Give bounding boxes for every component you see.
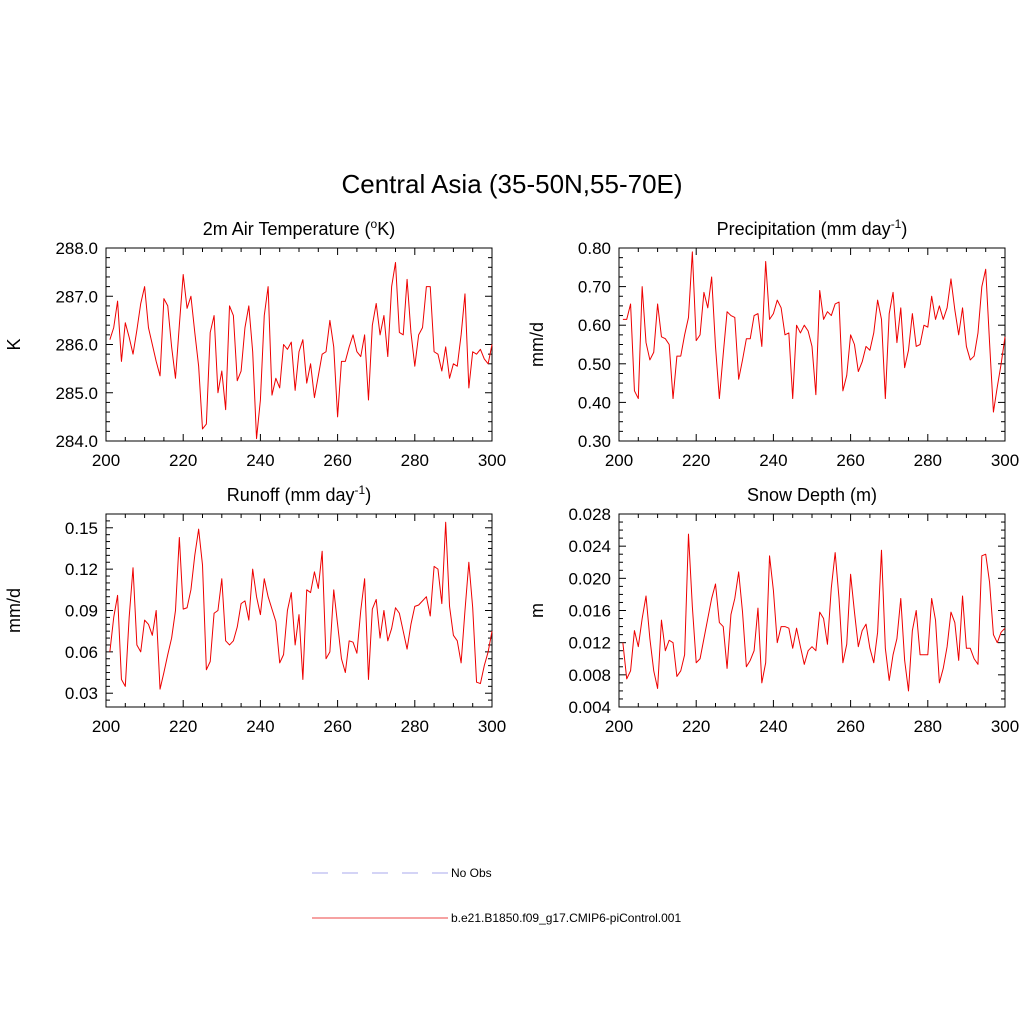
y-tick-label: 0.06	[65, 643, 98, 662]
x-tick-label: 200	[92, 717, 120, 736]
y-axis-label: m	[527, 603, 547, 618]
x-tick-label: 240	[246, 451, 274, 470]
y-tick-label: 0.012	[568, 634, 611, 653]
x-tick-label: 200	[92, 451, 120, 470]
x-tick-label: 220	[682, 717, 710, 736]
y-axis-label: mm/d	[527, 322, 547, 367]
y-tick-label: 0.028	[568, 505, 611, 524]
y-tick-label: 0.024	[568, 537, 611, 556]
x-tick-label: 280	[401, 451, 429, 470]
y-tick-label: 284.0	[55, 432, 98, 451]
y-axis-label: K	[4, 338, 24, 350]
figure-title: Central Asia (35-50N,55-70E)	[341, 169, 682, 199]
y-tick-label: 0.008	[568, 666, 611, 685]
x-tick-label: 240	[246, 717, 274, 736]
x-tick-label: 260	[323, 451, 351, 470]
legend: No Obs b.e21.B1850.f09_g17.CMIP6-piContro…	[312, 866, 681, 925]
x-tick-label: 280	[401, 717, 429, 736]
panel-title: 2m Air Temperature (oK)	[203, 217, 395, 239]
x-tick-label: 220	[169, 451, 197, 470]
y-tick-label: 286.0	[55, 336, 98, 355]
x-tick-label: 220	[169, 717, 197, 736]
y-tick-label: 0.50	[578, 355, 611, 374]
x-tick-label: 260	[836, 717, 864, 736]
y-tick-label: 0.004	[568, 698, 611, 717]
y-tick-label: 288.0	[55, 239, 98, 258]
legend-label-2: b.e21.B1850.f09_g17.CMIP6-piControl.001	[451, 911, 681, 925]
y-tick-label: 0.09	[65, 602, 98, 621]
legend-label-1: No Obs	[451, 866, 492, 880]
y-tick-label: 0.30	[578, 432, 611, 451]
series-line-1	[622, 533, 1006, 692]
x-tick-label: 280	[914, 717, 942, 736]
x-tick-label: 280	[914, 451, 942, 470]
y-tick-label: 0.020	[568, 569, 611, 588]
y-tick-label: 0.80	[578, 239, 611, 258]
y-tick-label: 0.40	[578, 393, 611, 412]
panels: 200 220 240 260 280 300 284.0 285.0 286.0 287.0 28…	[4, 217, 1019, 736]
y-tick-label: 0.12	[65, 560, 98, 579]
chart-panel-1: 200 220 240 260 280 300 284.0 285.0 286.0 287.0 28…	[4, 217, 506, 470]
plot-frame	[105, 513, 493, 708]
x-tick-label: 220	[682, 451, 710, 470]
x-tick-label: 300	[478, 717, 506, 736]
x-tick-label: 260	[323, 717, 351, 736]
x-tick-label: 300	[991, 451, 1019, 470]
series-line-1	[622, 251, 1006, 413]
series-line-1	[109, 261, 493, 440]
panel-title: Runoff (mm day-1)	[227, 483, 371, 505]
x-tick-label: 240	[759, 717, 787, 736]
x-tick-label: 200	[605, 717, 633, 736]
y-tick-label: 0.60	[578, 316, 611, 335]
series-line-1	[109, 521, 493, 690]
x-tick-label: 260	[836, 451, 864, 470]
x-tick-label: 200	[605, 451, 633, 470]
plot-frame	[618, 513, 1006, 708]
x-tick-label: 240	[759, 451, 787, 470]
chart-panel-2: 200 220 240 260 280 300 0.30 0.40 0.50 0.60 0.70 0.…	[527, 217, 1019, 470]
chart-panel-3: 200 220 240 260 280 300 0.03 0.06 0.09 0.12 0.15 Ru…	[4, 483, 506, 736]
y-tick-label: 0.016	[568, 602, 611, 621]
y-tick-label: 0.03	[65, 684, 98, 703]
x-tick-label: 300	[991, 717, 1019, 736]
y-tick-label: 0.15	[65, 519, 98, 538]
panel-title: Precipitation (mm day-1)	[717, 217, 908, 239]
y-tick-label: 287.0	[55, 287, 98, 306]
panel-title: Snow Depth (m)	[747, 485, 877, 505]
y-axis-label: mm/d	[4, 588, 24, 633]
x-tick-label: 300	[478, 451, 506, 470]
y-tick-label: 0.70	[578, 278, 611, 297]
y-tick-label: 285.0	[55, 384, 98, 403]
chart-panel-4: 200 220 240 260 280 300 0.004 0.008 0.012 0.016 0.…	[527, 485, 1019, 736]
